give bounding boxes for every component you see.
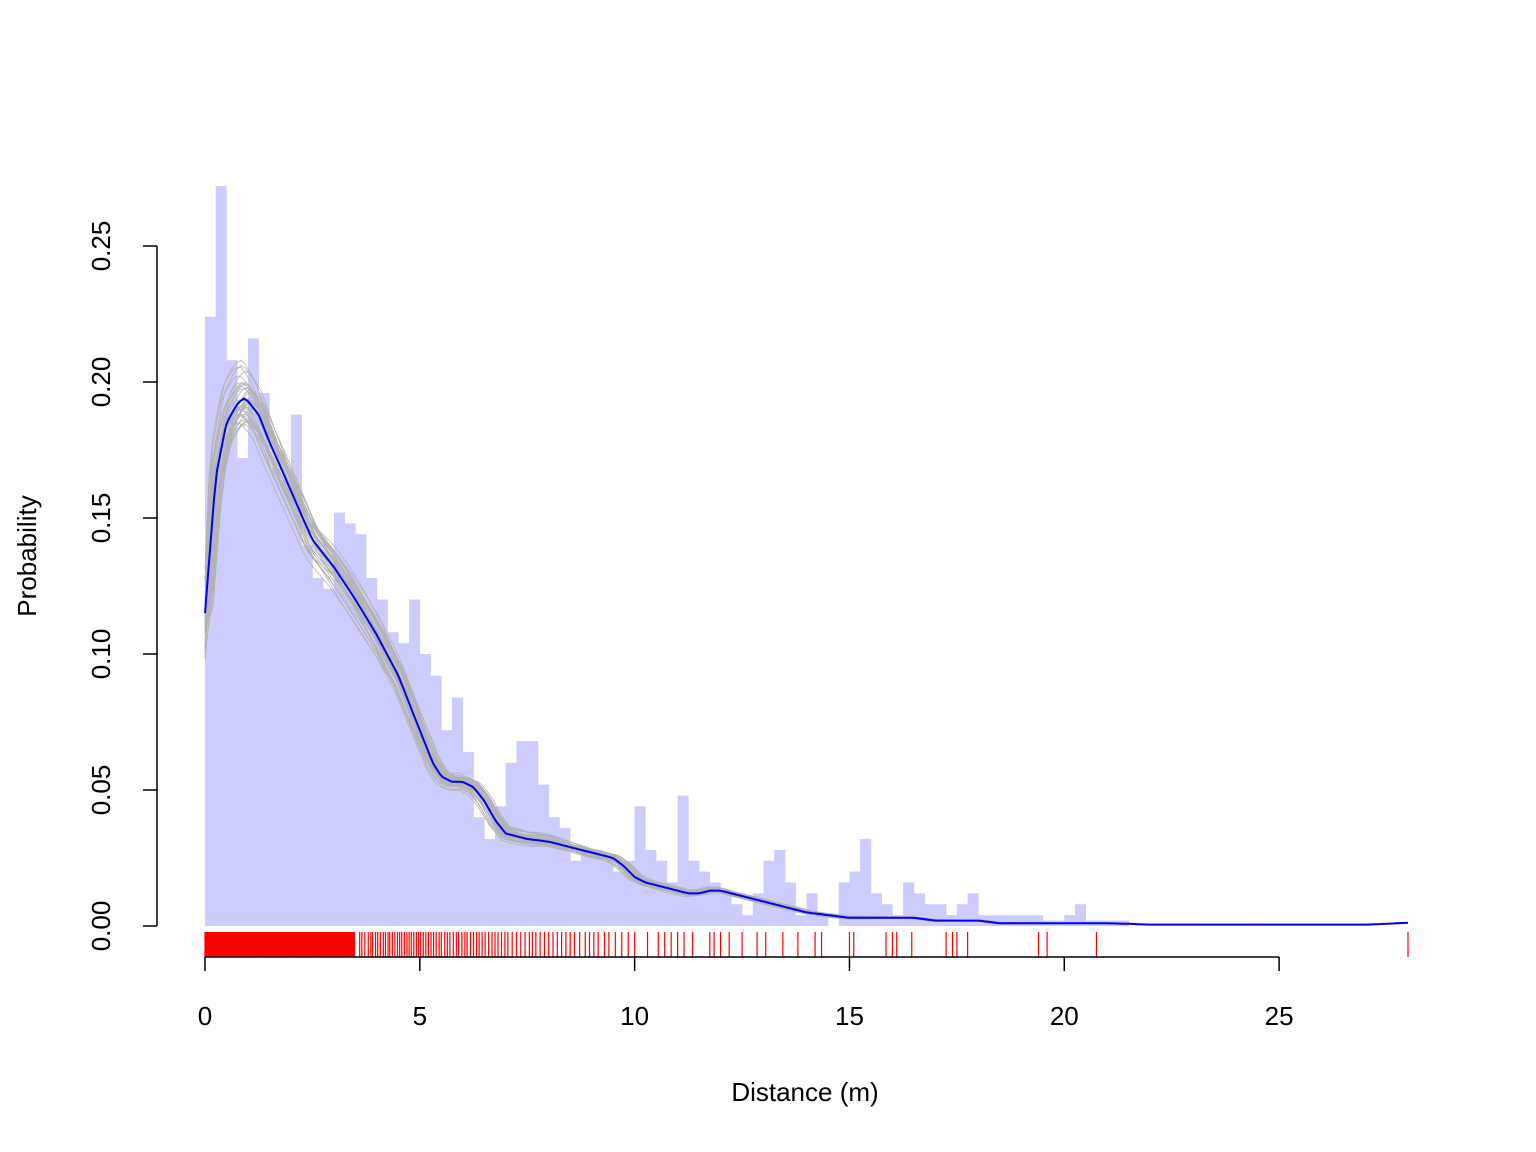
x-axis-title: Distance (m) (731, 1077, 878, 1107)
y-ticks: 0.00 0.05 0.10 0.15 0.20 0.25 (86, 221, 157, 952)
histogram-bar (312, 577, 324, 926)
histogram-bar (419, 654, 431, 926)
histogram-bar (258, 392, 270, 926)
histogram-bar (709, 882, 721, 926)
x-axis: 0 5 10 15 20 25 (198, 956, 1294, 1031)
histogram-bar (742, 915, 754, 926)
histogram-bar (323, 588, 335, 926)
histogram-bar (333, 512, 345, 926)
x-tick-label: 10 (620, 1001, 649, 1031)
histogram-bar (763, 860, 775, 926)
histogram-bar (205, 316, 217, 927)
histogram-bar (559, 828, 571, 926)
histogram-bar (656, 860, 668, 926)
density-line (204, 397, 1409, 926)
y-axis-title: Probability (12, 495, 42, 616)
histogram-bar (344, 523, 356, 926)
histogram-bar (956, 904, 968, 926)
histogram-bar (398, 643, 410, 926)
histogram-bar (666, 882, 678, 926)
y-tick-label: 0.10 (86, 629, 116, 680)
x-tick-label: 25 (1265, 1001, 1294, 1031)
histogram-bar (602, 860, 614, 926)
histogram-bar (430, 675, 442, 926)
histogram-bar (892, 915, 904, 926)
histogram-bar (785, 882, 797, 926)
y-axis: 0.00 0.05 0.10 0.15 0.20 0.25 (86, 221, 158, 952)
x-ticks: 0 5 10 15 20 25 (198, 957, 1294, 1031)
y-tick-label: 0.20 (86, 357, 116, 408)
histogram-bar (613, 871, 625, 926)
histogram-bar (290, 414, 302, 926)
histogram-bar (548, 817, 560, 926)
histogram-bar (903, 882, 915, 926)
histogram-bar (838, 882, 850, 926)
histogram-bar (795, 915, 807, 926)
histogram-bar (752, 893, 764, 926)
histogram-bar (226, 360, 238, 926)
histogram-bar (376, 599, 388, 926)
histogram-bar (881, 904, 893, 926)
histogram-bar (720, 893, 732, 926)
x-tick-label: 20 (1050, 1001, 1079, 1031)
histogram-bar (409, 599, 421, 926)
histogram-bar (495, 806, 507, 926)
histogram-bar (731, 904, 743, 926)
histogram-bar (849, 871, 861, 926)
histogram-bar (913, 893, 925, 926)
histogram-bar (215, 186, 227, 926)
histogram-bar (806, 893, 818, 926)
histogram-bar (774, 849, 786, 926)
histogram-bars (205, 186, 1130, 927)
histogram-bar (1032, 915, 1044, 926)
histogram-bar (699, 871, 711, 926)
y-tick-label: 0.00 (86, 901, 116, 952)
histogram-bar (452, 697, 464, 926)
histogram-bar (634, 806, 646, 926)
histogram-bar (237, 458, 249, 926)
histogram-bar (860, 838, 872, 926)
histogram-bar (591, 849, 603, 926)
histogram-bar (580, 849, 592, 926)
histogram-bar (677, 795, 689, 926)
histogram-bar (570, 860, 582, 926)
x-tick-label: 0 (198, 1001, 212, 1031)
histogram-bar (1064, 915, 1076, 926)
histogram-bar (870, 893, 882, 926)
histogram-bar (1075, 904, 1087, 926)
x-tick-label: 5 (413, 1001, 427, 1031)
y-tick-label: 0.05 (86, 765, 116, 816)
histogram-bar (505, 762, 517, 926)
histogram-bar (301, 545, 313, 926)
histogram-bar (817, 915, 829, 926)
histogram-bar (269, 469, 281, 926)
histogram-bar (387, 632, 399, 926)
histogram-bar (1010, 915, 1022, 926)
histogram-bar (935, 904, 947, 926)
histogram-bar (355, 534, 367, 926)
histogram-bar (473, 817, 485, 926)
histogram-bar (366, 577, 378, 926)
histogram-bar (247, 338, 260, 927)
histogram-bar (441, 730, 453, 926)
histogram-bar (1021, 915, 1033, 926)
histogram-bar (280, 479, 292, 926)
histogram-bar (999, 915, 1011, 926)
y-tick-label: 0.25 (86, 221, 116, 272)
histogram-bar (967, 893, 979, 926)
histogram-bar (989, 915, 1001, 926)
histogram-bar (537, 784, 550, 926)
y-tick-label: 0.15 (86, 493, 116, 544)
histogram-bar (924, 904, 936, 926)
histogram-bar (484, 838, 496, 926)
histogram-bar (462, 751, 474, 926)
rug-marks (204, 932, 1409, 957)
histogram-bar (623, 860, 635, 926)
x-tick-label: 15 (835, 1001, 864, 1031)
